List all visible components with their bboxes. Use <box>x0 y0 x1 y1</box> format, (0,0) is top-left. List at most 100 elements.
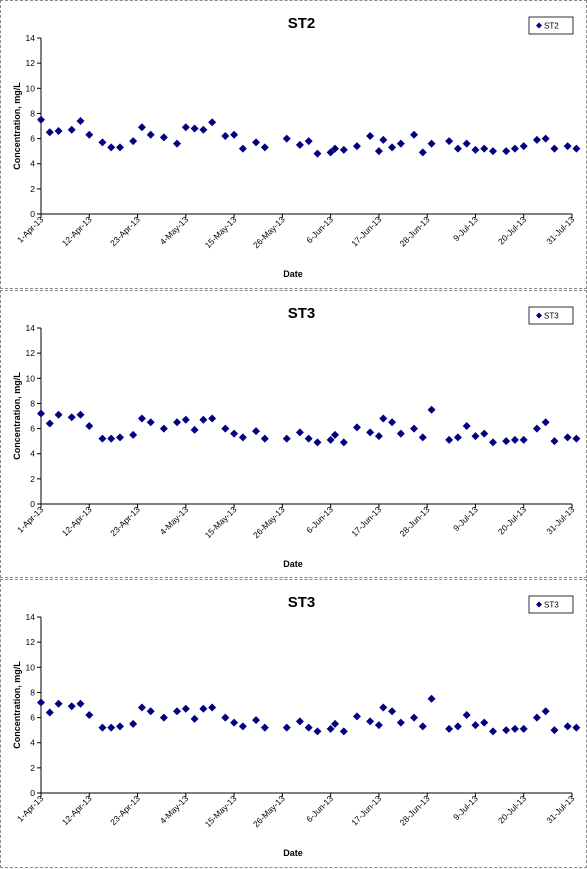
data-point <box>146 707 155 716</box>
legend: ST3 <box>528 595 574 614</box>
data-point <box>221 132 230 141</box>
legend: ST3 <box>528 306 574 325</box>
data-point <box>418 148 427 157</box>
data-point <box>295 428 304 437</box>
data-point <box>379 135 388 144</box>
legend-box <box>528 595 574 614</box>
data-point <box>374 147 383 156</box>
data-point <box>137 414 146 423</box>
data-point <box>462 139 471 148</box>
data-point <box>462 422 471 431</box>
x-tick-label: 17-Jun-13 <box>349 793 383 827</box>
data-point <box>304 723 313 732</box>
data-point <box>352 142 361 151</box>
data-point <box>541 418 550 427</box>
x-tick-label: 28-Jun-13 <box>397 793 431 827</box>
data-point <box>427 139 436 148</box>
y-tick-label: 14 <box>26 612 36 622</box>
y-tick-label: 4 <box>30 449 35 459</box>
data-point <box>295 717 304 726</box>
x-tick-label: 23-Apr-13 <box>108 214 142 248</box>
data-point <box>388 143 397 152</box>
data-point <box>67 125 76 134</box>
legend-label: ST3 <box>544 312 559 321</box>
chart-title: ST3 <box>288 305 316 322</box>
data-point <box>396 139 405 148</box>
data-point <box>388 418 397 427</box>
x-tick-label: 4-May-13 <box>158 504 191 537</box>
data-point <box>313 438 322 447</box>
data-point <box>37 115 45 124</box>
data-point <box>208 118 217 127</box>
data-point <box>173 139 182 148</box>
data-point <box>502 147 511 156</box>
data-point <box>129 430 138 439</box>
y-axis-title: Concentration, mg/L <box>12 82 22 170</box>
data-point <box>98 138 107 147</box>
legend-box <box>528 306 574 325</box>
data-point <box>260 143 269 152</box>
y-tick-label: 12 <box>26 637 36 647</box>
data-point <box>115 722 124 731</box>
x-tick-label: 31-Jul-13 <box>544 793 576 825</box>
data-point <box>238 722 247 731</box>
data-point <box>563 433 572 442</box>
data-point <box>115 143 124 152</box>
x-tick-label: 4-May-13 <box>158 214 191 247</box>
data-point <box>445 435 454 444</box>
data-point <box>107 723 116 732</box>
x-tick-label: 15-May-13 <box>203 504 239 540</box>
x-tick-label: 6-Jun-13 <box>304 793 335 824</box>
data-point <box>199 125 208 134</box>
chart-panel-st3-lower: ST3 0 2 4 6 8 10 12 14 1-Apr-13 12-Apr-13 23-Apr-13… <box>0 579 587 868</box>
data-point <box>282 434 291 443</box>
y-tick-label: 2 <box>30 474 35 484</box>
data-point <box>471 432 480 441</box>
y-tick-label: 8 <box>30 108 35 118</box>
legend-marker <box>536 601 542 608</box>
data-point <box>541 707 550 716</box>
data-point <box>252 427 261 436</box>
x-tick-label: 9-Jul-13 <box>451 214 480 243</box>
data-point <box>379 703 388 712</box>
data-point <box>396 429 405 438</box>
data-point <box>238 433 247 442</box>
data-point <box>352 712 361 721</box>
data-point <box>98 434 107 443</box>
data-point <box>471 145 480 154</box>
data-point <box>54 699 63 708</box>
data-point <box>418 433 427 442</box>
legend-marker <box>536 312 542 319</box>
x-tick-label: 6-Jun-13 <box>304 504 335 535</box>
x-tick-label: 9-Jul-13 <box>451 793 480 822</box>
data-point <box>489 147 498 156</box>
x-tick-label: 12-Apr-13 <box>60 793 94 827</box>
data-point <box>339 727 348 736</box>
x-tick-label: 6-Jun-13 <box>304 214 335 245</box>
data-point <box>563 142 572 151</box>
data-point <box>502 726 511 735</box>
data-point <box>427 694 436 703</box>
data-point <box>480 144 489 153</box>
y-tick-label: 12 <box>26 348 36 358</box>
x-tick-label: 26-May-13 <box>251 214 287 250</box>
legend-marker <box>536 22 542 29</box>
data-point <box>67 413 76 422</box>
data-point <box>181 123 190 132</box>
data-point <box>519 435 528 444</box>
data-point <box>532 713 541 722</box>
x-tick-label: 20-Jul-13 <box>496 793 528 825</box>
data-point <box>238 144 247 153</box>
data-point <box>572 144 581 153</box>
data-point <box>510 724 519 733</box>
data-point <box>159 133 168 142</box>
data-point <box>304 434 313 443</box>
data-point <box>159 713 168 722</box>
data-point <box>45 128 54 137</box>
data-point <box>326 435 335 444</box>
data-point <box>221 713 230 722</box>
data-point <box>208 414 217 423</box>
